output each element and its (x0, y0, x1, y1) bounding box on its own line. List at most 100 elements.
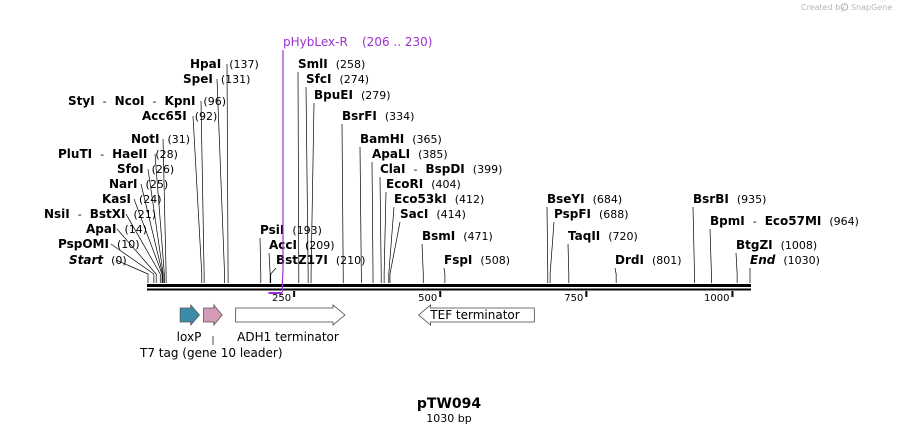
site-bpuei[interactable]: BpuEI (279) (314, 88, 391, 102)
site-label-bseyi: BseYI (684) (547, 192, 622, 206)
site-pos-kasi: (24) (139, 193, 162, 206)
site-pspfi[interactable]: PspFI (688) (554, 207, 629, 221)
site-psii[interactable]: PsiI (193) (260, 223, 322, 237)
site-noti[interactable]: NotI (31) (131, 132, 190, 146)
site-enzyme-bseyi: BseYI (547, 192, 585, 206)
site-smli[interactable]: SmlI (258) (298, 57, 365, 71)
feature-t7-tag-gene-10-leader-[interactable]: T7 tag (gene 10 leader) (139, 303, 283, 360)
site-enzyme-ncoi: NcoI (115, 94, 145, 108)
site-styi-ncoi-kpni[interactable]: StyI - NcoI - KpnI (96) (68, 94, 226, 108)
site-drdi[interactable]: DrdI (801) (615, 253, 682, 267)
site-label-clai-bspdi: ClaI - BspDI (399) (380, 162, 502, 176)
site-acc65i[interactable]: Acc65I (92) (142, 109, 217, 123)
site-label-bstz17i: BstZ17I (210) (276, 253, 365, 267)
site-label-sfoi: SfoI (26) (117, 162, 174, 176)
site-apali[interactable]: ApaLI (385) (372, 147, 448, 161)
site-end[interactable]: End (1030) (750, 253, 820, 267)
site-enzyme-bpuei: BpuEI (314, 88, 353, 102)
site-eco53ki[interactable]: Eco53kI (412) (394, 192, 484, 206)
site-label-apai: ApaI (14) (86, 222, 147, 236)
site-label-eco53ki: Eco53kI (412) (394, 192, 484, 206)
feature-tef-terminator[interactable]: TEF terminator (417, 304, 535, 326)
site-pos-bstz17i: (210) (336, 254, 366, 267)
site-bstz17i[interactable]: BstZ17I (210) (276, 253, 365, 267)
site-line-pspfi (549, 221, 555, 283)
feature-label-tef-terminator: TEF terminator (429, 308, 519, 322)
site-label-bpmi-eco57mi: BpmI - Eco57MI (964) (710, 214, 859, 228)
site-start[interactable]: Start (0) (69, 253, 127, 267)
site-taqii[interactable]: TaqII (720) (568, 229, 638, 243)
tick-label-750: 750 (564, 293, 583, 304)
tick-label-500: 500 (418, 293, 437, 304)
site-enzyme-btgzi: BtgZI (736, 238, 773, 252)
site-labels: Start (0) PspOMI (10)ApaI (14)NsiI - BstXI (21)… (44, 57, 859, 267)
primer-phyblex-r[interactable]: pHybLex-R (206 .. 230) (268, 35, 432, 294)
site-pos-smli: (258) (336, 58, 366, 71)
site-pos-apai: (14) (124, 223, 147, 236)
site-pos-apali: (385) (418, 148, 448, 161)
site-pos-pspfi: (688) (599, 208, 629, 221)
site-enzyme-bamhi: BamHI (360, 132, 404, 146)
site-line-apai (116, 228, 157, 283)
feature-adh1-terminator[interactable]: ADH1 terminator (235, 304, 346, 344)
site-pos-bsrfi: (334) (385, 110, 415, 123)
site-label-hpai: HpaI (137) (190, 57, 259, 71)
site-sfci[interactable]: SfcI (274) (306, 72, 369, 86)
site-hpai[interactable]: HpaI (137) (190, 57, 259, 71)
site-line-nari (140, 183, 163, 283)
site-line-spei (216, 78, 225, 283)
site-bsrfi[interactable]: BsrFI (334) (342, 109, 414, 123)
site-bpmi-eco57mi[interactable]: BpmI - Eco57MI (964) (710, 214, 859, 228)
site-nsii-bstxi[interactable]: NsiI - BstXI (21) (44, 207, 156, 221)
site-enzyme-clai: ClaI (380, 162, 405, 176)
feature-label-loxp: loxP (177, 330, 202, 344)
site-pos-sfci: (274) (339, 73, 369, 86)
feature-loxp[interactable]: loxP (177, 303, 202, 344)
map-length: 1030 bp (426, 412, 471, 425)
features: loxP T7 tag (gene 10 leader) ADH1 terminat… (139, 303, 535, 360)
site-pos-taqii: (720) (608, 230, 638, 243)
site-pos-bsrbi: (935) (737, 193, 767, 206)
site-btgzi[interactable]: BtgZI (1008) (736, 238, 817, 252)
primer-leader-line (281, 50, 284, 292)
site-bamhi[interactable]: BamHI (365) (360, 132, 442, 146)
site-acci[interactable]: AccI (209) (269, 238, 335, 252)
tick-mark-250 (293, 291, 296, 297)
primer-binding-bar (268, 292, 283, 294)
site-fspi[interactable]: FspI (508) (444, 253, 510, 267)
site-clai-bspdi[interactable]: ClaI - BspDI (399) (380, 162, 502, 176)
site-apai[interactable]: ApaI (14) (86, 222, 147, 236)
site-bsmi[interactable]: BsmI (471) (422, 229, 493, 243)
site-enzyme-sfoi: SfoI (117, 162, 144, 176)
site-enzyme-bpmi: BpmI (710, 214, 745, 228)
snapgene-brand: Created by SnapGene (801, 3, 892, 12)
site-label-taqii: TaqII (720) (568, 229, 638, 243)
site-enzyme-start: Start (69, 253, 104, 267)
site-nari[interactable]: NarI (25) (109, 177, 168, 191)
site-kasi[interactable]: KasI (24) (102, 192, 162, 206)
site-line-drdi (614, 267, 617, 283)
site-sfoi[interactable]: SfoI (26) (117, 162, 174, 176)
site-label-nsii-bstxi: NsiI - BstXI (21) (44, 207, 156, 221)
site-pos-clai-bspdi: (399) (473, 163, 503, 176)
tick-marks: 250 500 750 1000 (272, 291, 734, 304)
site-bseyi[interactable]: BseYI (684) (547, 192, 622, 206)
site-pluti-haeii[interactable]: PluTI - HaeII (28) (58, 147, 178, 161)
site-enzyme-end: End (750, 253, 776, 267)
site-label-drdi: DrdI (801) (615, 253, 682, 267)
site-line-saci (389, 221, 401, 283)
site-label-apali: ApaLI (385) (372, 147, 448, 161)
site-line-bsrfi (341, 123, 344, 283)
site-line-fspi (443, 267, 446, 283)
site-pos-pluti-haeii: (28) (155, 148, 178, 161)
site-ecori[interactable]: EcoRI (404) (386, 177, 461, 191)
site-bsrbi[interactable]: BsrBI (935) (693, 192, 766, 206)
site-pos-psii: (193) (292, 224, 322, 237)
site-label-acci: AccI (209) (269, 238, 335, 252)
site-pspomi[interactable]: PspOMI (10) (58, 237, 140, 251)
site-saci[interactable]: SacI (414) (400, 207, 466, 221)
site-separator: - (103, 95, 107, 108)
site-spei[interactable]: SpeI (131) (183, 72, 250, 86)
site-label-bsrbi: BsrBI (935) (693, 192, 766, 206)
site-label-btgzi: BtgZI (1008) (736, 238, 817, 252)
